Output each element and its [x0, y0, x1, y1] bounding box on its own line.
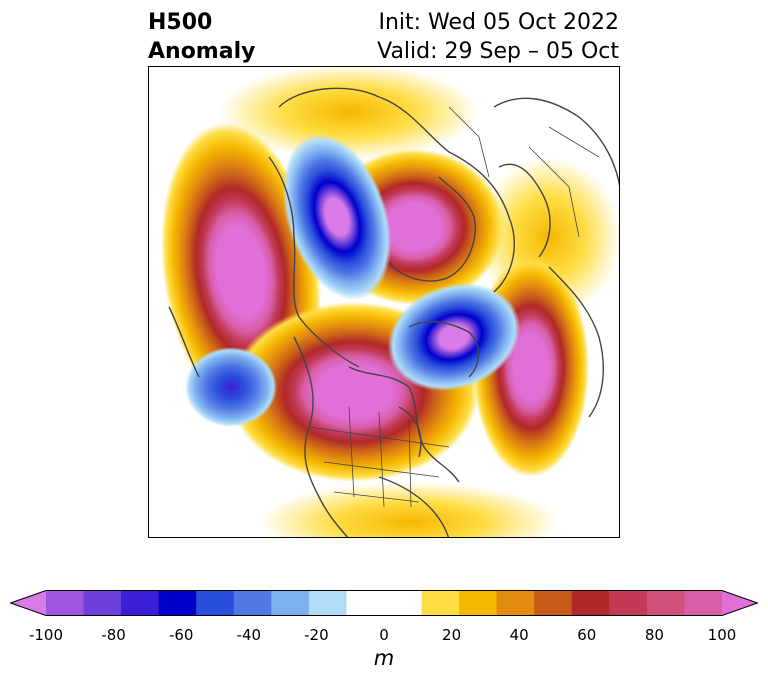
anomaly-map [148, 66, 620, 538]
colorbar-ticks: -100 -80 -60 -40 -20 0 20 40 60 80 100 [0, 626, 768, 646]
colorbar-tick-label: 100 [707, 626, 737, 644]
colorbar-tick-label: 40 [509, 626, 529, 644]
colorbar-tick-label: -60 [168, 626, 194, 644]
colorbar-tick-label: -80 [101, 626, 126, 644]
colorbar-segment [646, 590, 685, 616]
colorbar-segment [308, 590, 347, 616]
colorbar-extend-high [722, 590, 758, 616]
anomaly-field [160, 67, 619, 537]
colorbar-extend-low [10, 590, 46, 616]
border-lines [308, 106, 600, 508]
kind-label: Anomaly [148, 39, 256, 64]
colorbar-segment [571, 590, 610, 616]
colorbar-segment [421, 590, 460, 616]
colorbar-tick-label: 20 [442, 626, 462, 644]
variable-label: H500 [148, 10, 213, 35]
colorbar-segment [46, 590, 85, 616]
colorbar-tick-label: -20 [304, 626, 329, 644]
init-label: Init: Wed 05 Oct 2022 [378, 10, 619, 35]
colorbar-segment [121, 590, 160, 616]
colorbar-segment [346, 590, 385, 616]
colorbar-segment [496, 590, 535, 616]
colorbar-outline [10, 590, 758, 616]
colorbar-segment [233, 590, 272, 616]
coastline-outlines [168, 87, 619, 537]
positive-anomaly-areas [160, 67, 619, 537]
colorbar-segment [384, 590, 423, 616]
colorbar-segment [534, 590, 573, 616]
colorbar-segment [271, 590, 310, 616]
colorbar-tick-label: 0 [379, 626, 389, 644]
colorbar-segment [609, 590, 648, 616]
negative-anomaly-areas [185, 133, 521, 427]
colorbar-segment [83, 590, 122, 616]
colorbar-segment [684, 590, 723, 616]
colorbar-tick-label: -40 [236, 626, 262, 644]
date-info: Init: Wed 05 Oct 2022 Valid: 29 Sep – 05… [377, 8, 619, 66]
colorbar-tick-label: -100 [28, 626, 64, 644]
colorbar [10, 590, 758, 616]
colorbar-segment [196, 590, 235, 616]
unit-label: m [373, 646, 395, 670]
colorbar-tick-label: 60 [577, 626, 597, 644]
colorbar-segment [459, 590, 498, 616]
valid-label: Valid: 29 Sep – 05 Oct [377, 39, 619, 64]
map-title: H500 Anomaly [148, 8, 255, 66]
colorbar-segment [158, 590, 197, 616]
colorbar-tick-label: 80 [644, 626, 664, 644]
